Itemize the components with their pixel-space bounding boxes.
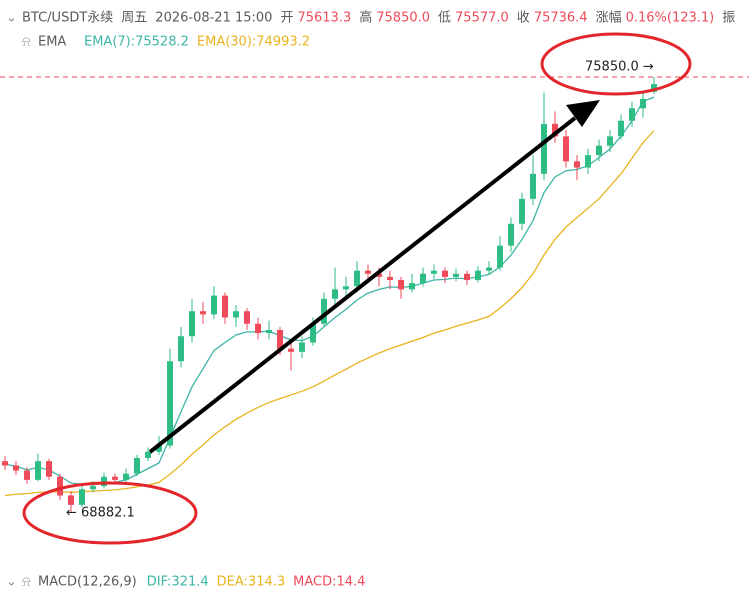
trend-arrow-head <box>566 100 600 127</box>
bell-icon: ⍾ <box>22 575 31 590</box>
quote-label: 低 <box>438 11 451 26</box>
candle-body <box>112 476 118 480</box>
trend-arrow <box>148 116 577 454</box>
candle-body <box>629 108 635 121</box>
quote-value: 75613.3 <box>297 11 351 26</box>
candle-body <box>552 123 558 137</box>
header: ⌄ <box>6 11 17 26</box>
candle-body <box>475 270 481 281</box>
candle-body <box>13 465 19 471</box>
candle-body <box>354 270 360 287</box>
candle-body <box>167 361 173 446</box>
header-text: 周五 <box>121 11 147 26</box>
candle-body <box>442 270 448 277</box>
candle-body <box>530 173 536 199</box>
candle-body <box>35 461 41 480</box>
candle-body <box>453 273 459 277</box>
quote-value: 75577.0 <box>455 11 509 26</box>
candle-body <box>420 273 426 284</box>
candle-body <box>200 311 206 315</box>
candle-body <box>464 273 470 281</box>
candle-body <box>156 445 162 452</box>
candle-body <box>431 270 437 274</box>
candle-body <box>2 461 8 466</box>
candle-body <box>189 311 195 337</box>
legend-entry: EMA(7):75528.2 <box>84 35 189 50</box>
quote-value: 75850.0 <box>376 11 430 26</box>
candle-body <box>178 336 184 362</box>
candle-body <box>651 84 657 92</box>
candle-body <box>222 295 228 318</box>
candle-body <box>288 348 294 352</box>
high-annotation: 75850.0 → <box>585 60 654 75</box>
quote-label: 涨幅 <box>596 11 622 26</box>
low-annotation: ← 68882.1 <box>66 506 135 521</box>
quote-value: 0.16%(123.1) <box>626 11 715 26</box>
candle-body <box>497 245 503 268</box>
candle-body <box>409 283 415 290</box>
highlight-circle <box>22 481 198 545</box>
candle-body <box>211 295 217 315</box>
candle-body <box>79 489 85 505</box>
legend-entry: EMA(30):74993.2 <box>197 35 310 50</box>
chevron: ⌄ <box>6 575 17 590</box>
quote-label: 收 <box>517 11 530 26</box>
candle-body <box>640 98 646 109</box>
candle-body <box>541 123 547 174</box>
candle-body <box>607 136 613 146</box>
bell-icon: ⍾ <box>22 35 31 50</box>
candle-body <box>618 120 624 137</box>
ema-line <box>4 130 655 497</box>
candle-body <box>123 473 129 480</box>
candle-body <box>46 461 52 477</box>
candle-body <box>134 458 140 474</box>
macd-title: MACD(12,26,9) <box>38 575 137 590</box>
candle-body <box>244 311 250 324</box>
quote-label: 开 <box>280 11 293 26</box>
candle-body <box>332 289 338 299</box>
candle-body <box>266 329 272 334</box>
candle-body <box>343 286 349 290</box>
header-text: BTC/USDT永续 <box>22 11 113 26</box>
highlight-circle <box>540 32 692 96</box>
candle-body <box>233 311 239 318</box>
quote-value: 75736.4 <box>534 11 588 26</box>
ema-line <box>4 96 655 486</box>
candle-body <box>299 342 305 352</box>
candle-body <box>563 136 569 162</box>
candle-body <box>57 476 63 496</box>
candle-body <box>486 267 492 271</box>
candle-body <box>585 155 591 168</box>
header-text: 2026-08-21 15:00 <box>155 11 272 26</box>
candle-body <box>321 298 327 324</box>
candle-body <box>90 486 96 490</box>
macd-value: DEA:314.3 <box>217 575 286 590</box>
candle-body <box>398 280 404 290</box>
macd-value: MACD:14.4 <box>293 575 365 590</box>
candle-body <box>145 451 151 459</box>
candle-body <box>101 476 107 487</box>
candle-body <box>365 270 371 274</box>
candle-body <box>376 273 382 277</box>
quote-label: 振 <box>722 11 735 26</box>
candle-body <box>508 223 514 246</box>
candle-body <box>574 161 580 168</box>
candle-body <box>24 470 30 480</box>
candle-body <box>519 198 525 224</box>
candle-body <box>310 323 316 343</box>
chevron: ⌄ <box>6 11 17 26</box>
candle-body <box>68 495 74 505</box>
candle-body <box>277 329 283 349</box>
candle-body <box>387 276 393 281</box>
candle-body <box>596 145 602 156</box>
candle-body <box>255 323 261 334</box>
indicator-name: EMA <box>38 35 66 50</box>
quote-label: 高 <box>359 10 372 26</box>
macd-value: DIF:321.4 <box>147 575 209 590</box>
